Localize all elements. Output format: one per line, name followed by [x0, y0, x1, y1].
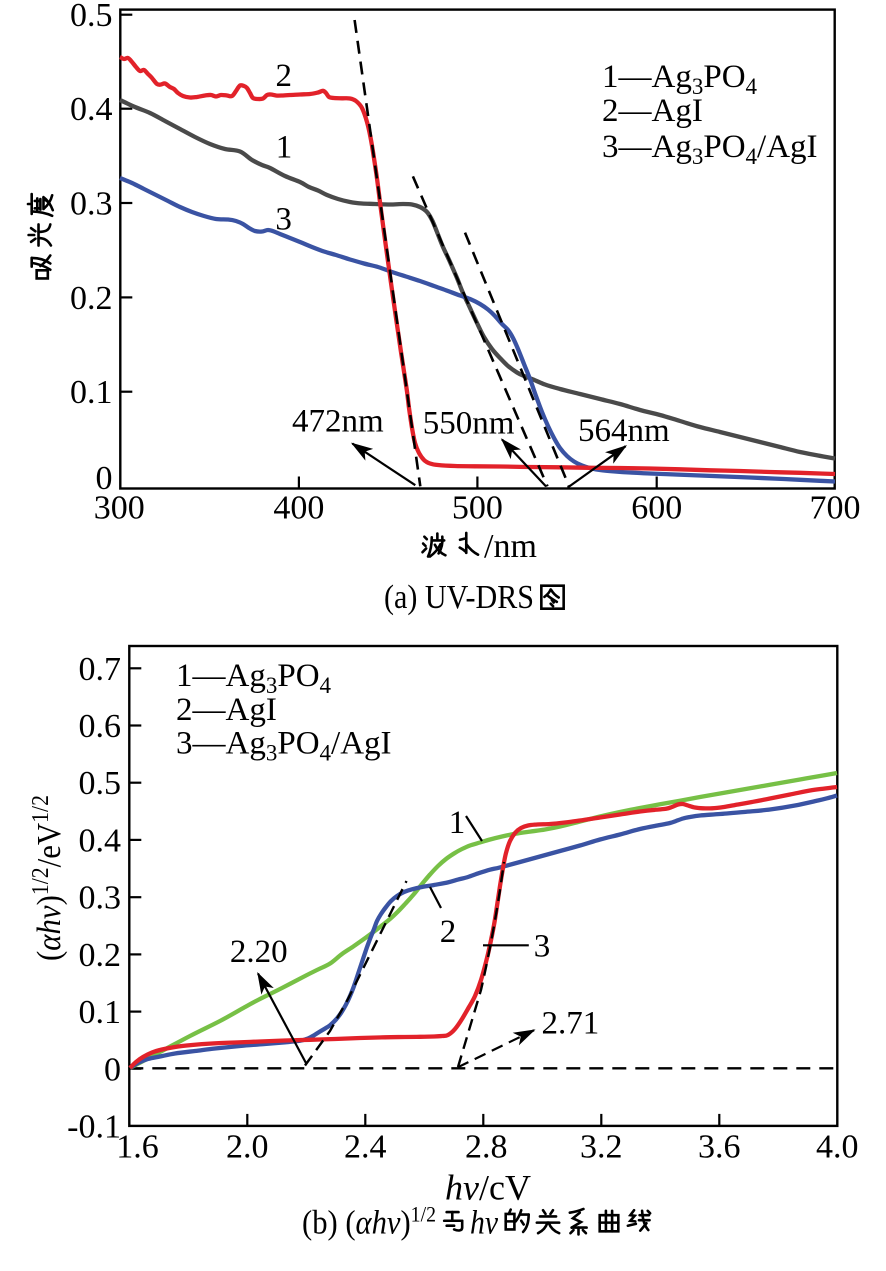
svg-text:0: 0 — [104, 1051, 121, 1088]
svg-text:0.3: 0.3 — [79, 880, 122, 917]
svg-text:0.2: 0.2 — [79, 937, 122, 974]
svg-text:0.7: 0.7 — [79, 651, 122, 688]
svg-text:0.3: 0.3 — [70, 186, 113, 223]
svg-text:2.4: 2.4 — [344, 1129, 387, 1166]
svg-text:2—AgI: 2—AgI — [176, 692, 277, 728]
svg-text:1—Ag3PO4: 1—Ag3PO4 — [602, 59, 758, 99]
svg-text:0.1: 0.1 — [79, 994, 122, 1031]
svg-text:700: 700 — [810, 490, 861, 527]
svg-text:0.5: 0.5 — [79, 765, 122, 802]
svg-text:2: 2 — [440, 914, 457, 950]
svg-text:2.71: 2.71 — [542, 1006, 600, 1042]
svg-text:/nm: /nm — [484, 528, 537, 565]
svg-text:1: 1 — [449, 805, 466, 841]
svg-text:2—AgI: 2—AgI — [602, 93, 703, 129]
svg-text:3: 3 — [534, 929, 551, 965]
svg-text:hv/cV: hv/cV — [445, 1168, 531, 1208]
svg-text:4.0: 4.0 — [816, 1129, 859, 1166]
svg-text:2: 2 — [275, 58, 292, 94]
svg-text:(a) UV-DRS: (a) UV-DRS — [384, 579, 534, 616]
svg-text:2.0: 2.0 — [226, 1129, 269, 1166]
svg-text:500: 500 — [452, 490, 503, 527]
svg-text:-0.1: -0.1 — [67, 1108, 121, 1145]
svg-text:3: 3 — [275, 202, 292, 238]
svg-text:2.20: 2.20 — [230, 934, 288, 970]
svg-text:0.1: 0.1 — [70, 374, 113, 411]
svg-text:600: 600 — [631, 490, 682, 527]
svg-text:0.6: 0.6 — [79, 708, 122, 745]
svg-text:400: 400 — [273, 490, 324, 527]
svg-text:0: 0 — [96, 460, 113, 497]
svg-text:0.2: 0.2 — [70, 280, 113, 317]
svg-text:1—Ag3PO4: 1—Ag3PO4 — [176, 658, 332, 698]
svg-text:472nm: 472nm — [292, 404, 384, 440]
svg-text:hv: hv — [470, 1205, 499, 1242]
svg-text:0.4: 0.4 — [79, 822, 122, 859]
svg-text:3—Ag3PO4/AgI: 3—Ag3PO4/AgI — [176, 726, 392, 766]
svg-text:3.6: 3.6 — [698, 1129, 741, 1166]
svg-text:2.8: 2.8 — [465, 1129, 508, 1166]
svg-text:3—Ag3PO4/AgI: 3—Ag3PO4/AgI — [602, 129, 818, 169]
svg-text:0.5: 0.5 — [70, 0, 113, 34]
svg-text:550nm: 550nm — [423, 406, 515, 442]
svg-text:3.2: 3.2 — [580, 1129, 623, 1166]
svg-text:1.6: 1.6 — [116, 1129, 159, 1166]
svg-text:0.4: 0.4 — [70, 91, 113, 128]
svg-text:564nm: 564nm — [578, 413, 670, 449]
svg-text:1: 1 — [276, 130, 293, 166]
svg-text:300: 300 — [94, 490, 145, 527]
